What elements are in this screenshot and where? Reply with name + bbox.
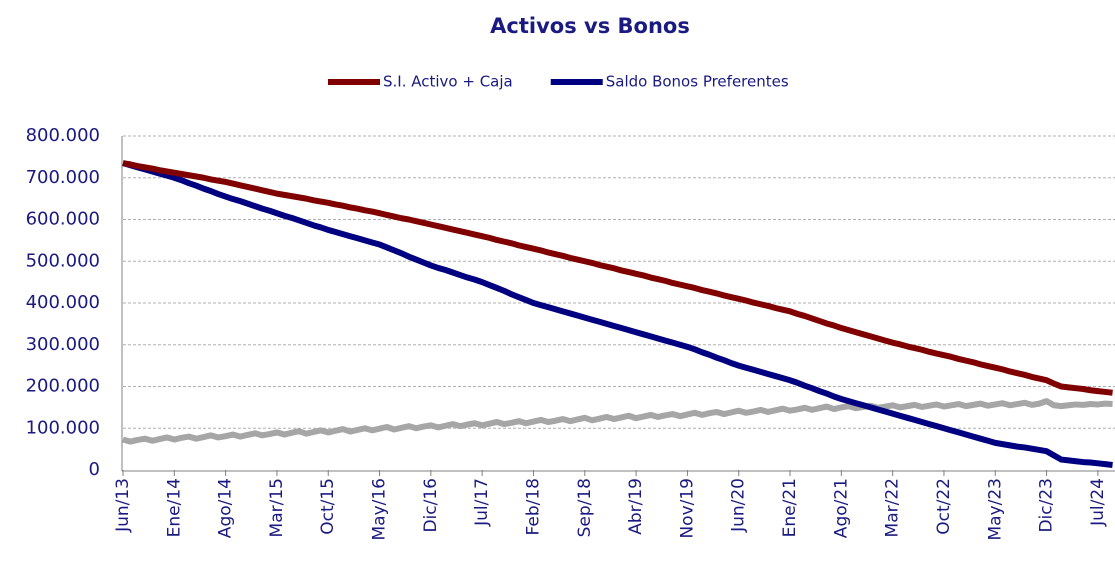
y-tick-label: 0 — [89, 459, 100, 480]
x-tick-label: Ago/21 — [831, 478, 851, 538]
x-tick-label: Dic/23 — [1037, 478, 1057, 533]
y-tick-label: 800.000 — [26, 125, 100, 146]
y-tick-label: 600.000 — [26, 209, 100, 230]
x-tick-label: Ene/21 — [780, 478, 800, 537]
x-tick-label: Mar/22 — [883, 478, 903, 537]
legend-label: S.I. Activo + Caja — [383, 73, 513, 91]
x-tick-label: Sep/18 — [575, 478, 595, 537]
x-tick-label: Feb/18 — [523, 478, 543, 535]
series-line — [122, 160, 1113, 396]
y-tick-label: 100.000 — [26, 417, 100, 438]
x-tick-label: Jul/24 — [1088, 478, 1108, 527]
x-tick-label: May/23 — [985, 478, 1005, 541]
y-tick-label: 200.000 — [26, 376, 100, 397]
x-tick-label: Jul/17 — [472, 478, 492, 527]
legend-label: Saldo Bonos Preferentes — [606, 73, 789, 91]
x-tick-label: Nov/19 — [677, 478, 697, 539]
chart-title: Activos vs Bonos — [490, 14, 690, 38]
x-tick-label: Oct/22 — [934, 478, 954, 535]
x-tick-label: Dic/16 — [421, 478, 441, 533]
x-tick-label: Abr/19 — [626, 478, 646, 535]
x-tick-label: Oct/15 — [318, 478, 338, 535]
x-tick-label: Ago/14 — [216, 478, 236, 538]
y-tick-label: 500.000 — [26, 250, 100, 271]
x-tick-label: Mar/15 — [267, 478, 287, 537]
x-tick-label: Ene/14 — [164, 478, 184, 537]
y-tick-label: 400.000 — [26, 292, 100, 313]
series-line — [122, 160, 1113, 468]
series-line — [122, 398, 1113, 445]
x-tick-label: May/16 — [370, 478, 390, 541]
x-tick-label: Jun/20 — [729, 478, 749, 533]
x-tick-label: Jun/13 — [113, 478, 133, 533]
y-tick-label: 700.000 — [26, 167, 100, 188]
y-tick-label: 300.000 — [26, 334, 100, 355]
